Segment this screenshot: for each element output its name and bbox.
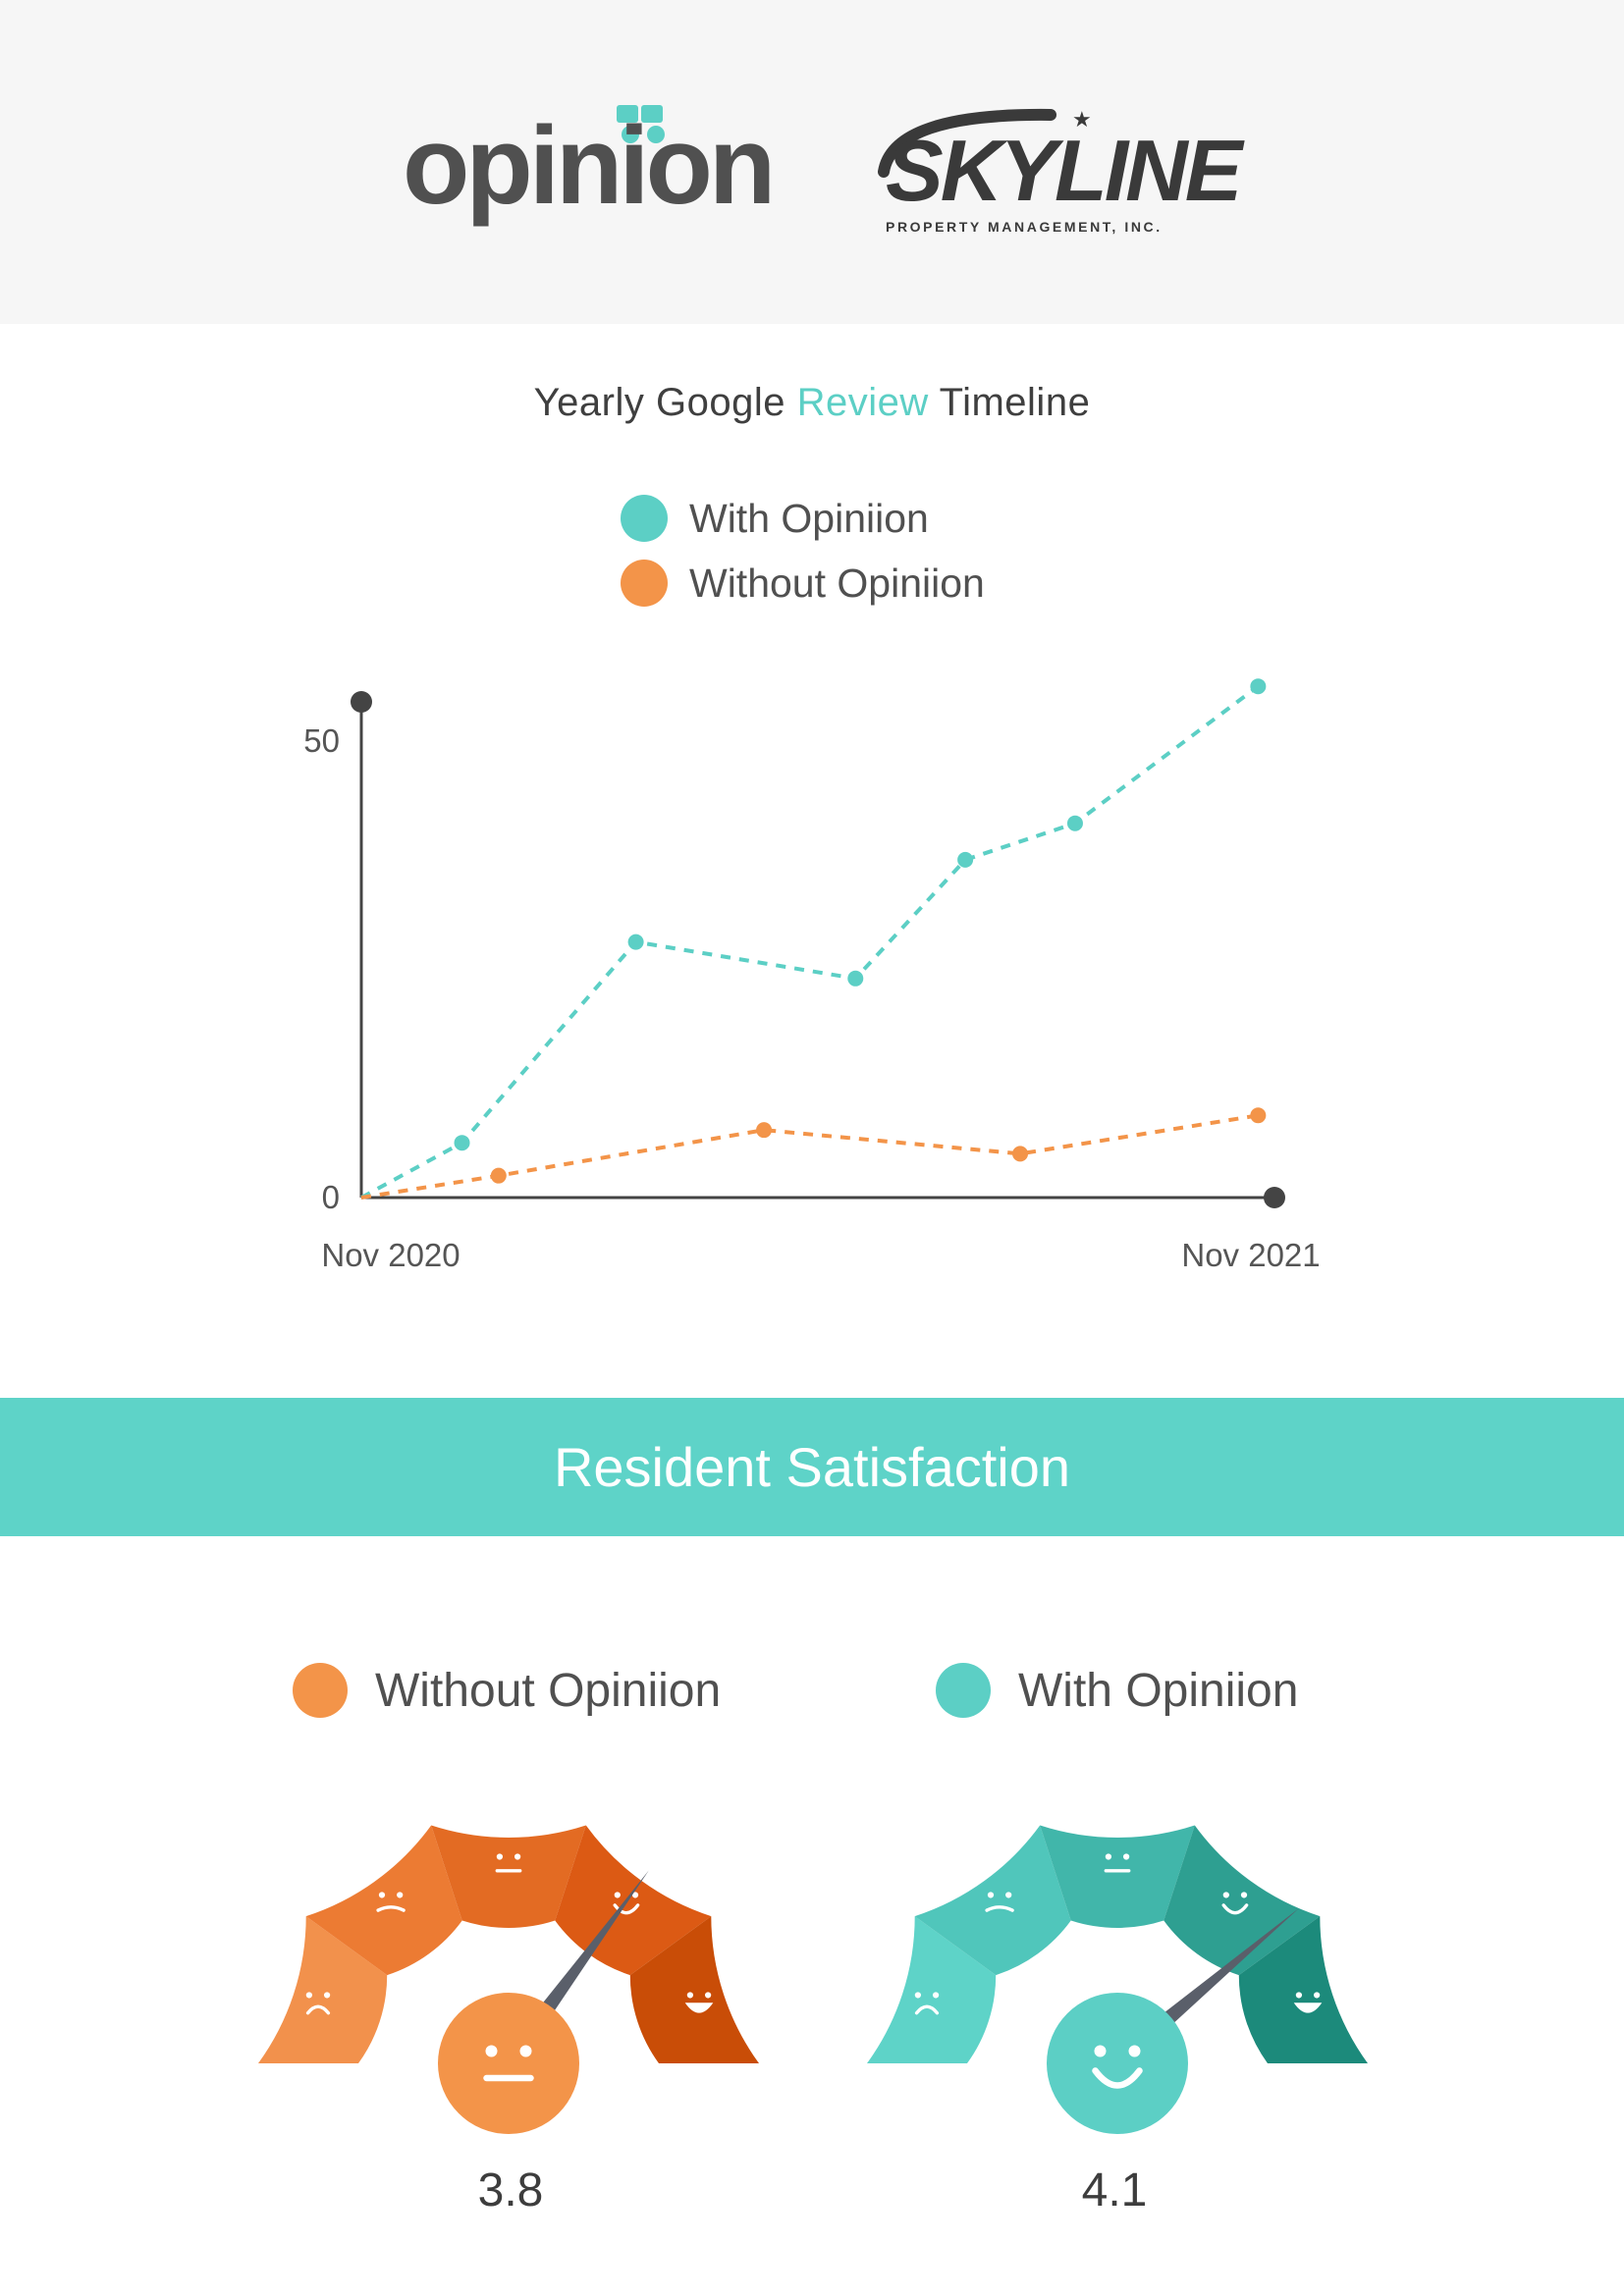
gauge-without-center-face-eye-left bbox=[485, 2045, 498, 2057]
data-point-without-4 bbox=[1250, 1107, 1267, 1124]
x-tick-label-end: Nov 2021 bbox=[1181, 1237, 1320, 1273]
chart-axes: 50 0 Nov 2020 Nov 2021 bbox=[303, 691, 1321, 1273]
gauge-with-segment-4-face-mouth bbox=[1221, 1903, 1249, 1915]
legend-item-with: With Opiniion bbox=[621, 486, 985, 551]
gauge-legend-without: Without Opiniion bbox=[293, 1659, 721, 1722]
gauge-with-segment-2-face-mouth bbox=[985, 1905, 1014, 1912]
y-tick-label-0: 0 bbox=[322, 1179, 340, 1215]
gauge-with-segment-3 bbox=[1040, 1825, 1195, 1928]
gauge-without-segment-1 bbox=[258, 1916, 388, 2063]
skyline-logo-subtext: PROPERTY MANAGEMENT, INC. bbox=[886, 219, 1163, 235]
gauge-with-segment-5-face-eye-right bbox=[1313, 1992, 1321, 1999]
gauge-with-segment-3-face-eye-right bbox=[1122, 1853, 1130, 1860]
opiniion-logo-text: opinion bbox=[403, 104, 776, 227]
opiniion-logo: opinion bbox=[403, 93, 785, 240]
gauge-without-segment-4-face-mouth bbox=[613, 1903, 640, 1915]
skyline-logo: ★ SKYLINE PROPERTY MANAGEMENT, INC. bbox=[854, 103, 1242, 240]
gauge-legend-dot-without bbox=[293, 1663, 348, 1718]
satisfaction-gauges bbox=[258, 1825, 1368, 2134]
gauge-with-segment-5 bbox=[1238, 1916, 1368, 2063]
gauge-with-segment-2-face-eye-right bbox=[1005, 1892, 1012, 1898]
gauge-without-segment-5-face-eye-left bbox=[686, 1992, 694, 1999]
legend-label-with: With Opiniion bbox=[689, 495, 929, 541]
gauge-with-segment-4 bbox=[1164, 1825, 1321, 1976]
gauge-without-segment-1-face-eye-right bbox=[323, 1992, 331, 1999]
header: opinion ★ SKYLINE PROPERTY MANAGEMENT, I… bbox=[0, 0, 1624, 324]
y-axis-end-marker bbox=[351, 691, 372, 713]
skyline-logo-text: SKYLINE bbox=[886, 122, 1242, 219]
data-point-without-3 bbox=[1012, 1146, 1029, 1162]
gauge-without-segment-5 bbox=[629, 1916, 759, 2063]
gauge-with-center-face bbox=[1047, 1993, 1188, 2134]
gauge-with-segment-4-face-eye-left bbox=[1222, 1892, 1229, 1898]
gauge-with-segment-3-face-eye-left bbox=[1105, 1853, 1112, 1860]
skyline-logo-swoosh: ★ bbox=[878, 108, 1092, 178]
x-axis-end-marker bbox=[1264, 1187, 1285, 1208]
gauge-with-segment-1-face-mouth bbox=[914, 2004, 940, 2015]
gauge-without-segment-1-face-eye-left bbox=[305, 1992, 313, 1999]
gauge-with-center-face-eye-left bbox=[1094, 2045, 1107, 2057]
gauge-without bbox=[258, 1825, 759, 2134]
gauge-with-segment-4-face-eye-right bbox=[1240, 1892, 1248, 1898]
data-point-with-3 bbox=[847, 970, 864, 987]
gauge-without-segment-3-face-eye-left bbox=[496, 1853, 504, 1860]
chart-title-part-3: Timeline bbox=[928, 381, 1091, 424]
gauge-without-segment-5-face-mouth bbox=[684, 2002, 714, 2013]
data-point-without-2 bbox=[756, 1122, 773, 1139]
gauge-with bbox=[867, 1825, 1368, 2134]
opiniion-logo-mark bbox=[617, 105, 665, 143]
series-line-without bbox=[360, 1113, 1259, 1200]
gauge-without-segment-4 bbox=[555, 1825, 712, 1976]
gauge-with-center-face-mouth bbox=[1092, 2067, 1143, 2089]
gauge-without-segment-2 bbox=[305, 1825, 462, 1976]
data-point-with-6 bbox=[1250, 678, 1267, 695]
legend-dot-without bbox=[621, 560, 668, 607]
svg-text:★: ★ bbox=[1072, 108, 1092, 133]
gauge-with-segment-5-face-eye-left bbox=[1295, 1992, 1303, 1999]
legend-item-without: Without Opiniion bbox=[621, 551, 985, 615]
chart-title: Yearly Google Review Timeline bbox=[0, 381, 1624, 425]
gauge-with-segment-1-face-eye-left bbox=[914, 1992, 922, 1999]
line-chart: 50 0 Nov 2020 Nov 2021 bbox=[303, 678, 1321, 1273]
chart-title-highlight: Review bbox=[796, 381, 929, 424]
data-point-with-2 bbox=[627, 934, 644, 950]
gauge-score-with: 4.1 bbox=[1081, 2164, 1148, 2216]
chart-legend: With Opiniion Without Opiniion bbox=[621, 486, 985, 615]
gauge-legend-label-with: With Opiniion bbox=[1018, 1664, 1299, 1717]
gauge-legend-label-without: Without Opiniion bbox=[375, 1664, 722, 1717]
gauge-without-center-face bbox=[438, 1993, 579, 2134]
gauge-without-segment-1-face-mouth bbox=[305, 2004, 331, 2015]
x-tick-label-start: Nov 2020 bbox=[321, 1237, 460, 1273]
gauge-with-segment-2-face-eye-left bbox=[987, 1892, 995, 1898]
y-tick-label-50: 50 bbox=[303, 722, 340, 759]
legend-dot-with bbox=[621, 495, 668, 542]
gauge-legend-with: With Opiniion bbox=[936, 1659, 1298, 1722]
gauge-with-segment-1-face-eye-right bbox=[932, 1992, 940, 1999]
data-point-with-5 bbox=[1066, 815, 1083, 831]
gauge-without-center-face-eye-right bbox=[519, 2045, 532, 2057]
gauge-without-segment-2-face-eye-left bbox=[378, 1892, 386, 1898]
gauge-without-segment-3 bbox=[431, 1825, 586, 1928]
gauge-without-segment-5-face-eye-right bbox=[704, 1992, 712, 1999]
gauge-with-center-face-eye-right bbox=[1128, 2045, 1141, 2057]
data-point-with-4 bbox=[957, 851, 974, 868]
satisfaction-banner: Resident Satisfaction bbox=[0, 1398, 1624, 1536]
gauge-legend-dot-with bbox=[936, 1663, 991, 1718]
gauge-without-segment-2-face-mouth bbox=[376, 1905, 406, 1912]
gauge-with-segment-5-face-mouth bbox=[1293, 2002, 1323, 2013]
data-point-with-1 bbox=[454, 1135, 470, 1151]
gauge-without-segment-2-face-eye-right bbox=[397, 1892, 404, 1898]
chart-series bbox=[360, 678, 1267, 1200]
gauge-without-segment-4-face-eye-left bbox=[614, 1892, 621, 1898]
gauge-with-segment-2 bbox=[914, 1825, 1071, 1976]
gauge-without-segment-3-face-eye-right bbox=[514, 1853, 521, 1860]
gauge-with-segment-1 bbox=[867, 1916, 997, 2063]
data-point-without-1 bbox=[490, 1167, 507, 1184]
legend-label-without: Without Opiniion bbox=[689, 560, 985, 606]
gauge-score-without: 3.8 bbox=[477, 2164, 544, 2216]
series-line-with bbox=[360, 684, 1260, 1200]
gauge-without-segment-4-face-eye-right bbox=[631, 1892, 639, 1898]
chart-title-part-1: Yearly Google bbox=[533, 381, 797, 424]
